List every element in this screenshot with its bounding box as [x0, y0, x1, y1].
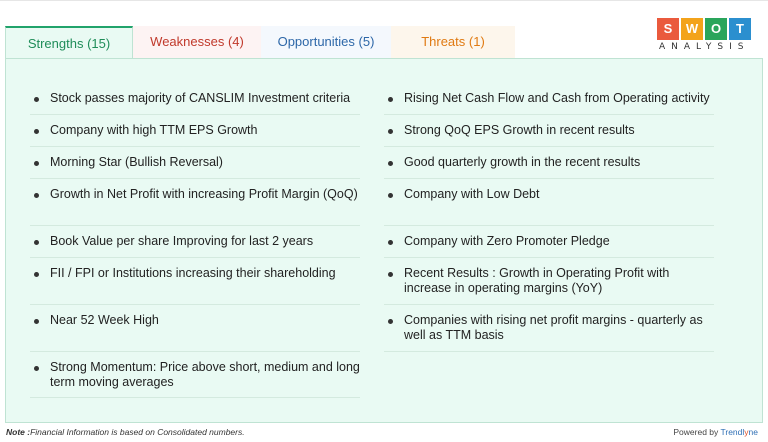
list-item: Company with Low Debt — [384, 179, 714, 226]
strengths-panel: Stock passes majority of CANSLIM Investm… — [5, 58, 763, 423]
note-label: Note : — [6, 427, 31, 437]
logo-subtitle: ANALYSIS — [659, 42, 750, 52]
tab-weaknesses[interactable]: Weaknesses (4) — [133, 26, 261, 58]
note-text: Financial Information is based on Consol… — [30, 427, 245, 437]
logo-letter-w: W — [681, 18, 703, 40]
list-item: Stock passes majority of CANSLIM Investm… — [30, 83, 360, 115]
trendlyne-link[interactable]: Trendlyne — [721, 427, 759, 437]
swot-tabs: Strengths (15) Weaknesses (4) Opportunit… — [5, 26, 515, 60]
brand-accent: y — [744, 427, 749, 437]
strengths-right-column: Rising Net Cash Flow and Cash from Opera… — [384, 83, 714, 352]
logo-letter-s: S — [657, 18, 679, 40]
top-divider — [0, 0, 768, 1]
list-item: Morning Star (Bullish Reversal) — [30, 147, 360, 179]
list-item: FII / FPI or Institutions increasing the… — [30, 258, 360, 305]
list-item: Strong QoQ EPS Growth in recent results — [384, 115, 714, 147]
list-item: Strong Momentum: Price above short, medi… — [30, 352, 360, 398]
tab-strengths[interactable]: Strengths (15) — [5, 26, 133, 58]
list-item: Near 52 Week High — [30, 305, 360, 352]
list-item: Recent Results : Growth in Operating Pro… — [384, 258, 714, 305]
financial-note: Note :Financial Information is based on … — [6, 427, 245, 437]
powered-by: Powered by Trendlyne — [673, 427, 758, 437]
brand-tail: ne — [748, 427, 758, 437]
list-item: Company with Zero Promoter Pledge — [384, 226, 714, 258]
list-item: Companies with rising net profit margins… — [384, 305, 714, 352]
list-item: Company with high TTM EPS Growth — [30, 115, 360, 147]
brand-main: Trendl — [720, 427, 745, 437]
logo-letter-o: O — [705, 18, 727, 40]
powered-by-text: Powered by — [673, 427, 721, 437]
list-item: Good quarterly growth in the recent resu… — [384, 147, 714, 179]
tab-threats[interactable]: Threats (1) — [391, 26, 515, 58]
list-item: Growth in Net Profit with increasing Pro… — [30, 179, 360, 226]
strengths-left-column: Stock passes majority of CANSLIM Investm… — [30, 83, 360, 398]
logo-letter-t: T — [729, 18, 751, 40]
list-item: Rising Net Cash Flow and Cash from Opera… — [384, 83, 714, 115]
swot-analysis-logo: S W O T ANALYSIS — [657, 18, 755, 54]
list-item: Book Value per share Improving for last … — [30, 226, 360, 258]
tab-opportunities[interactable]: Opportunities (5) — [261, 26, 391, 58]
